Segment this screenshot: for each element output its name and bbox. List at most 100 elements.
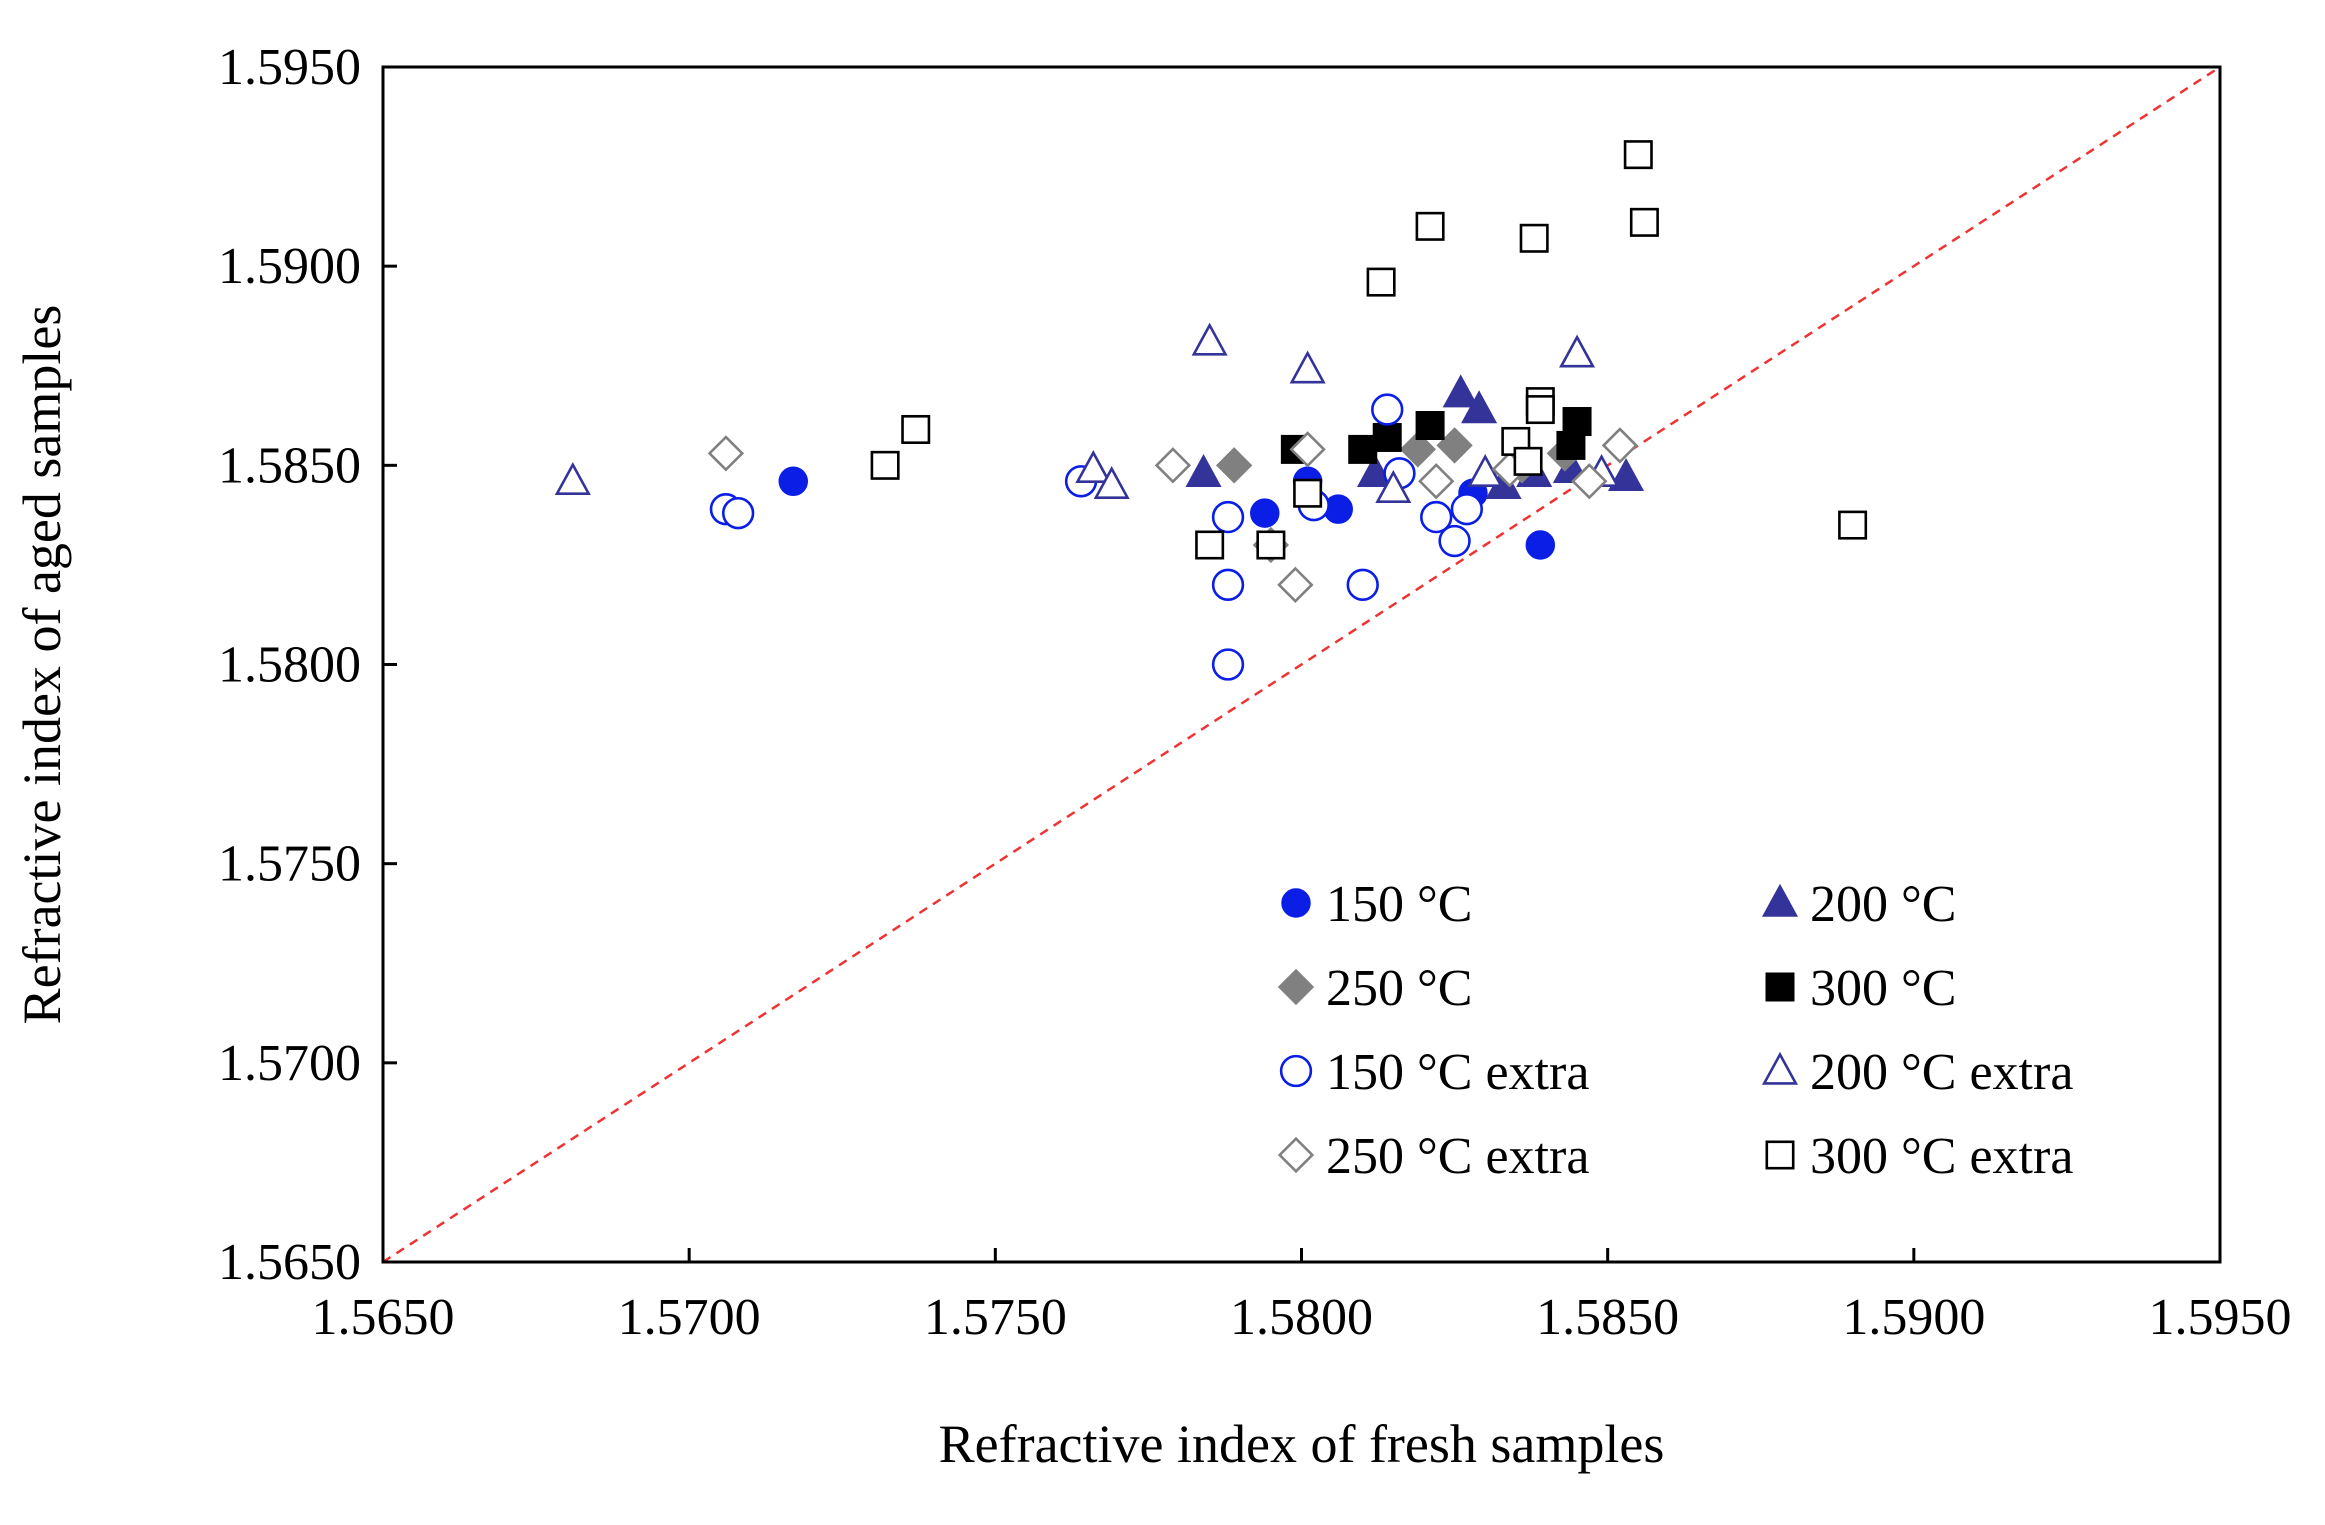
- x-tick-label: 1.5800: [1230, 1289, 1373, 1346]
- x-axis-title: Refractive index of fresh samples: [939, 1414, 1665, 1474]
- data-point: [1461, 390, 1498, 424]
- legend-label: 300 °C: [1810, 960, 1956, 1017]
- y-tick-label: 1.5800: [218, 637, 361, 694]
- y-tick-label: 1.5750: [218, 836, 361, 893]
- legend-marker: [1277, 968, 1315, 1006]
- data-point: [1356, 454, 1394, 488]
- legend-label: 150 °C: [1326, 876, 1472, 933]
- legend-marker: [1765, 1140, 1795, 1170]
- data-point: [1211, 568, 1245, 602]
- data-point: [1154, 447, 1192, 484]
- legend-marker: [1761, 883, 1799, 917]
- data-point: [778, 466, 809, 497]
- data-point: [1185, 454, 1222, 488]
- data-point: [1415, 211, 1445, 241]
- identity-reference-line: [382, 65, 2221, 1264]
- legend-item: 300 °C: [1765, 960, 1956, 1017]
- data-point: [707, 435, 745, 472]
- x-tick-label: 1.5850: [1536, 1289, 1679, 1346]
- data-point: [1442, 374, 1479, 408]
- data-point: [721, 496, 755, 530]
- legend-marker: [1281, 888, 1311, 918]
- series-200-c-extra: [554, 322, 1620, 503]
- data-point: [1191, 322, 1228, 356]
- data-point: [1346, 568, 1379, 602]
- data-point: [1601, 427, 1639, 464]
- data-point: [1075, 450, 1112, 484]
- data-point: [1418, 463, 1455, 500]
- x-tick-label: 1.5700: [618, 1289, 761, 1346]
- data-point: [1623, 140, 1653, 170]
- y-tick-label: 1.5650: [218, 1234, 361, 1291]
- data-point: [1450, 492, 1484, 526]
- data-point: [1348, 434, 1378, 464]
- series-300-c-extra: [870, 140, 1868, 560]
- legend-item: 250 °C: [1277, 960, 1472, 1017]
- legend-item: 200 °C: [1761, 876, 1956, 933]
- data-point: [1372, 422, 1402, 452]
- y-axis: 1.5650 1.5700 1.5750 1.5800 1.5850 1.5900 1.59…: [218, 39, 397, 1291]
- data-point: [870, 450, 900, 480]
- legend-marker: [1761, 1051, 1799, 1085]
- y-tick-label: 1.5900: [218, 238, 361, 295]
- data-point: [1195, 530, 1225, 560]
- data-point: [1289, 350, 1326, 384]
- data-point: [1415, 410, 1445, 440]
- legend-label: 250 °C extra: [1326, 1128, 1589, 1185]
- data-point: [1629, 207, 1659, 237]
- data-point: [554, 461, 591, 495]
- y-tick-label: 1.5950: [218, 39, 361, 96]
- legend-item: 150 °C extra: [1279, 1044, 1589, 1101]
- data-point: [1838, 510, 1868, 540]
- data-point: [1420, 500, 1453, 534]
- data-point: [1366, 267, 1396, 297]
- legend-item: 250 °C extra: [1277, 1128, 1589, 1185]
- y-tick-label: 1.5850: [218, 437, 361, 494]
- legend-marker: [1277, 1136, 1315, 1174]
- data-point: [1289, 431, 1326, 468]
- data-point: [1519, 223, 1549, 253]
- data-point: [1556, 430, 1586, 460]
- data-point: [1399, 431, 1437, 468]
- data-point: [1438, 524, 1471, 558]
- data-point: [1250, 498, 1280, 528]
- legend-label: 150 °C extra: [1326, 1044, 1589, 1101]
- x-tick-label: 1.5900: [1842, 1289, 1985, 1346]
- data-point: [1293, 478, 1323, 508]
- data-point: [1608, 458, 1645, 492]
- data-point: [1513, 446, 1543, 476]
- legend-label: 200 °C extra: [1810, 1044, 2073, 1101]
- series-150-c: [778, 466, 1556, 560]
- data-points-layer: [554, 140, 1868, 681]
- legend-label: 300 °C extra: [1810, 1128, 2073, 1185]
- x-tick-label: 1.5950: [2149, 1289, 2292, 1346]
- legend-item: 150 °C: [1281, 876, 1472, 933]
- data-point: [901, 414, 931, 444]
- series-300-c: [1280, 407, 1592, 464]
- reference-line-layer: [382, 65, 2221, 1264]
- data-point: [1215, 447, 1253, 484]
- data-point: [1211, 500, 1245, 534]
- x-axis: 1.5650 1.5700 1.5750 1.5800 1.5850 1.5900 1.59…: [312, 1248, 2292, 1346]
- legend-label: 200 °C: [1810, 876, 1956, 933]
- data-point: [1525, 530, 1556, 560]
- legend-marker: [1279, 1054, 1313, 1088]
- legend-marker: [1765, 972, 1795, 1002]
- data-point: [1277, 566, 1314, 603]
- data-point: [1093, 465, 1130, 499]
- series-250-c-extra: [707, 427, 1639, 603]
- legend-item: 200 °C extra: [1761, 1044, 2073, 1101]
- data-point: [1467, 454, 1504, 488]
- data-point: [1211, 648, 1245, 681]
- x-tick-label: 1.5650: [312, 1289, 455, 1346]
- data-point: [1562, 407, 1592, 437]
- x-tick-label: 1.5750: [924, 1289, 1067, 1346]
- data-point: [1375, 469, 1412, 503]
- data-point: [1371, 393, 1404, 426]
- legend-label: 250 °C: [1326, 960, 1472, 1017]
- data-point: [1559, 334, 1596, 368]
- y-tick-label: 1.5700: [218, 1035, 361, 1092]
- legend-item: 300 °C extra: [1765, 1128, 2073, 1185]
- data-point: [1571, 463, 1608, 500]
